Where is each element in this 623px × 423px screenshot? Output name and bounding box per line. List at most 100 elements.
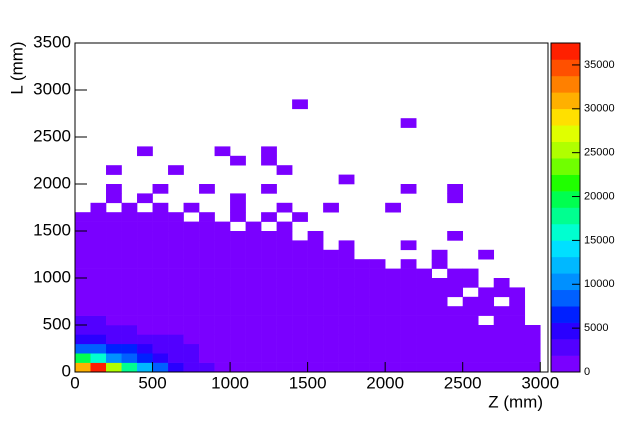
cell: [261, 240, 277, 251]
cell: [230, 334, 246, 345]
cell: [183, 268, 200, 279]
cell: [152, 202, 169, 213]
cell: [152, 287, 169, 298]
cell: [385, 334, 401, 345]
cell: [416, 334, 432, 345]
cell: [90, 278, 107, 288]
cell: [168, 221, 184, 232]
cell: [307, 249, 324, 260]
palette-box: [551, 125, 580, 142]
cell: [354, 343, 370, 354]
cell: [478, 287, 495, 298]
cell: [276, 259, 293, 269]
cell: [416, 315, 432, 326]
cell: [152, 325, 169, 335]
z-tick-label: 5000: [584, 322, 608, 334]
cell: [369, 315, 386, 326]
cell: [75, 278, 91, 288]
cell: [338, 287, 355, 298]
cell: [447, 268, 464, 279]
cell: [230, 268, 246, 279]
palette-box: [551, 223, 580, 241]
cell: [183, 278, 200, 288]
cell: [323, 334, 339, 345]
palette-box: [551, 355, 580, 373]
cell: [292, 362, 308, 373]
cell: [292, 353, 308, 363]
cell: [183, 325, 200, 335]
cell: [121, 306, 138, 316]
cell: [276, 231, 293, 241]
cell: [509, 287, 526, 298]
cell: [168, 165, 184, 175]
cell: [462, 334, 479, 345]
cell: [230, 202, 246, 213]
cell: [90, 259, 107, 269]
cell: [416, 325, 432, 335]
cell: [431, 259, 448, 269]
cell: [447, 306, 464, 316]
cell: [183, 306, 200, 316]
cell: [493, 325, 510, 335]
cell: [121, 362, 138, 373]
cell: [137, 193, 153, 204]
y-tick-label: 2500: [33, 126, 71, 145]
cell: [152, 268, 169, 279]
cell: [214, 343, 231, 354]
cell: [168, 287, 184, 298]
cell: [199, 343, 215, 354]
cell: [183, 296, 200, 307]
cell: [90, 306, 107, 316]
cell: [121, 268, 138, 279]
cell: [338, 240, 355, 251]
cell: [90, 325, 107, 335]
cell: [447, 343, 464, 354]
cell: [261, 249, 277, 260]
cell: [90, 202, 107, 213]
cell: [199, 268, 215, 279]
cell: [261, 146, 277, 157]
cell: [183, 353, 200, 363]
cell: [168, 343, 184, 354]
cell: [75, 296, 91, 307]
cell: [385, 315, 401, 326]
cell: [338, 249, 355, 260]
cell: [152, 315, 169, 326]
x-tick-label: 3000: [521, 373, 559, 392]
cell: [338, 343, 355, 354]
cell: [354, 325, 370, 335]
cell: [106, 353, 122, 363]
cell: [106, 362, 122, 373]
cell: [276, 343, 293, 354]
cell: [230, 306, 246, 316]
cell: [121, 259, 138, 269]
cell: [152, 184, 169, 194]
cell: [121, 221, 138, 232]
cell: [90, 287, 107, 298]
cell: [137, 212, 153, 222]
cell: [385, 353, 401, 363]
cell: [106, 315, 122, 326]
cell: [369, 353, 386, 363]
palette-box: [551, 273, 580, 291]
cell: [183, 249, 200, 260]
cell: [106, 268, 122, 279]
cell: [292, 259, 308, 269]
cell: [462, 306, 479, 316]
cell: [509, 315, 526, 326]
cell: [230, 325, 246, 335]
cell: [400, 240, 417, 251]
cell: [323, 268, 339, 279]
palette-box: [551, 141, 580, 159]
cell: [447, 315, 464, 326]
cell: [338, 268, 355, 279]
cell: [307, 296, 324, 307]
cell: [416, 268, 432, 279]
cell: [245, 240, 262, 251]
cell: [447, 334, 464, 345]
cell: [416, 362, 432, 373]
palette-box: [551, 207, 580, 225]
cell: [524, 353, 541, 363]
cell: [245, 315, 262, 326]
cell: [199, 184, 215, 194]
